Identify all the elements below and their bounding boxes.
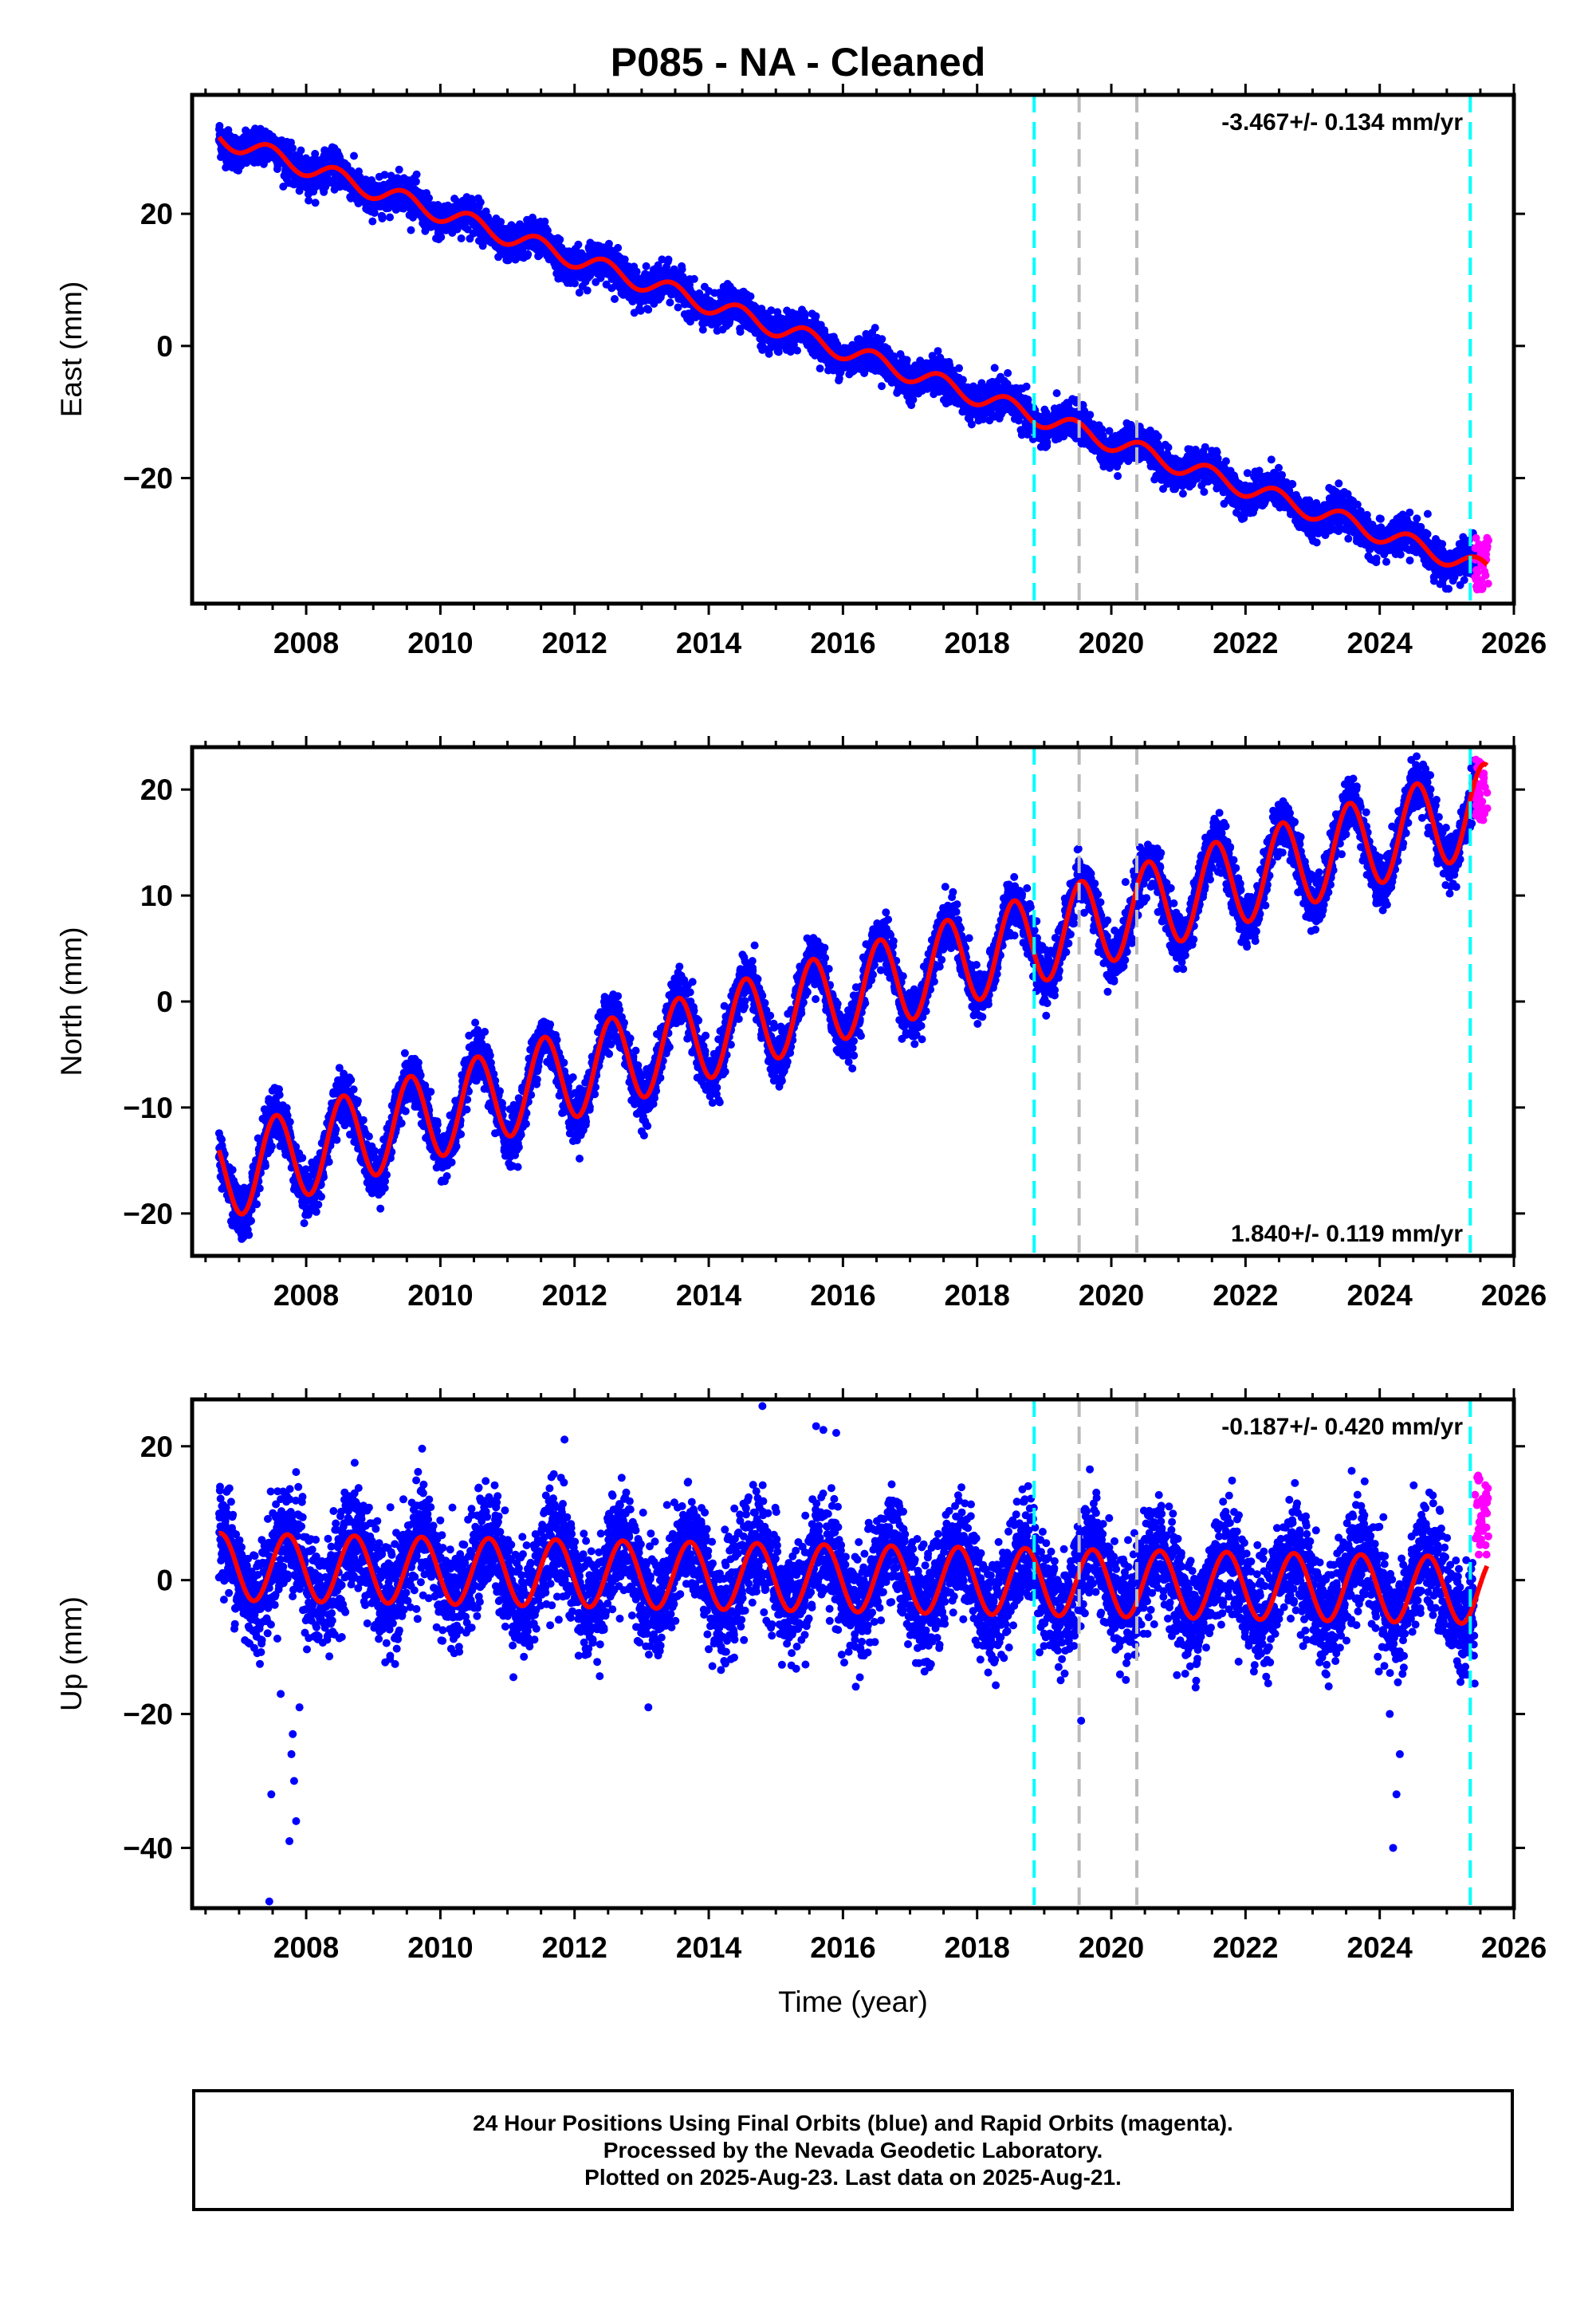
data-point (586, 271, 595, 280)
data-point (425, 194, 433, 203)
data-point (642, 262, 651, 270)
data-point (632, 267, 641, 276)
data-point (674, 303, 682, 312)
data-point (378, 214, 387, 222)
data-point (958, 376, 967, 384)
panel-east: 2008 2010 2012 2014 2016 2018 2020 2022 2024 2026… (55, 84, 1547, 659)
data-point (759, 343, 767, 352)
data-point (812, 312, 820, 321)
data-point (967, 420, 976, 429)
data-point (476, 198, 485, 207)
data-point (297, 146, 305, 155)
data-point (767, 306, 776, 315)
data-point (736, 328, 745, 336)
data-point (878, 335, 886, 344)
data-point (1052, 389, 1061, 398)
data-point (793, 346, 801, 355)
data-point (556, 235, 564, 244)
data-point (1024, 396, 1032, 404)
data-point (698, 325, 707, 334)
east-plot-area (214, 121, 1492, 594)
data-point (1004, 368, 1012, 377)
data-point (611, 295, 619, 303)
data-point (411, 177, 420, 186)
data-point (604, 239, 613, 248)
data-point (574, 240, 583, 249)
data-point (575, 289, 584, 297)
data-point (524, 250, 533, 258)
data-point (614, 243, 623, 252)
data-point (583, 286, 592, 295)
figure-title: P085 - NA - Cleaned (611, 40, 986, 85)
data-point (686, 317, 694, 326)
data-point (1086, 411, 1095, 419)
data-point (407, 226, 415, 234)
data-point (541, 217, 549, 226)
data-point (955, 364, 963, 372)
data-point (386, 213, 394, 222)
data-point (871, 324, 879, 333)
data-point (289, 144, 297, 152)
data-point (571, 279, 579, 288)
data-point (215, 121, 224, 130)
data-point (350, 152, 358, 160)
data-point (664, 255, 673, 264)
data-point (380, 171, 389, 179)
data-point (990, 364, 999, 372)
data-point (457, 234, 466, 242)
data-point (1022, 382, 1031, 391)
data-point (529, 213, 537, 222)
data-point (305, 196, 313, 205)
data-point (497, 218, 505, 226)
data-point (909, 396, 918, 404)
data-point (311, 199, 320, 207)
data-point (758, 337, 767, 346)
data-point (678, 265, 686, 274)
data-point (666, 298, 674, 307)
data-point (878, 382, 886, 391)
data-point (774, 348, 783, 356)
data-point (463, 225, 472, 234)
data-point (690, 274, 698, 283)
data-point (746, 292, 755, 301)
data-point (311, 149, 320, 158)
data-point (816, 364, 824, 373)
data-point (395, 165, 403, 174)
data-point (437, 233, 446, 242)
data-point (412, 170, 421, 179)
data-point (636, 306, 645, 315)
data-point (1114, 472, 1122, 480)
data-point (1059, 432, 1068, 441)
data-point (644, 305, 653, 314)
data-point (1126, 420, 1135, 429)
data-point (368, 217, 377, 226)
